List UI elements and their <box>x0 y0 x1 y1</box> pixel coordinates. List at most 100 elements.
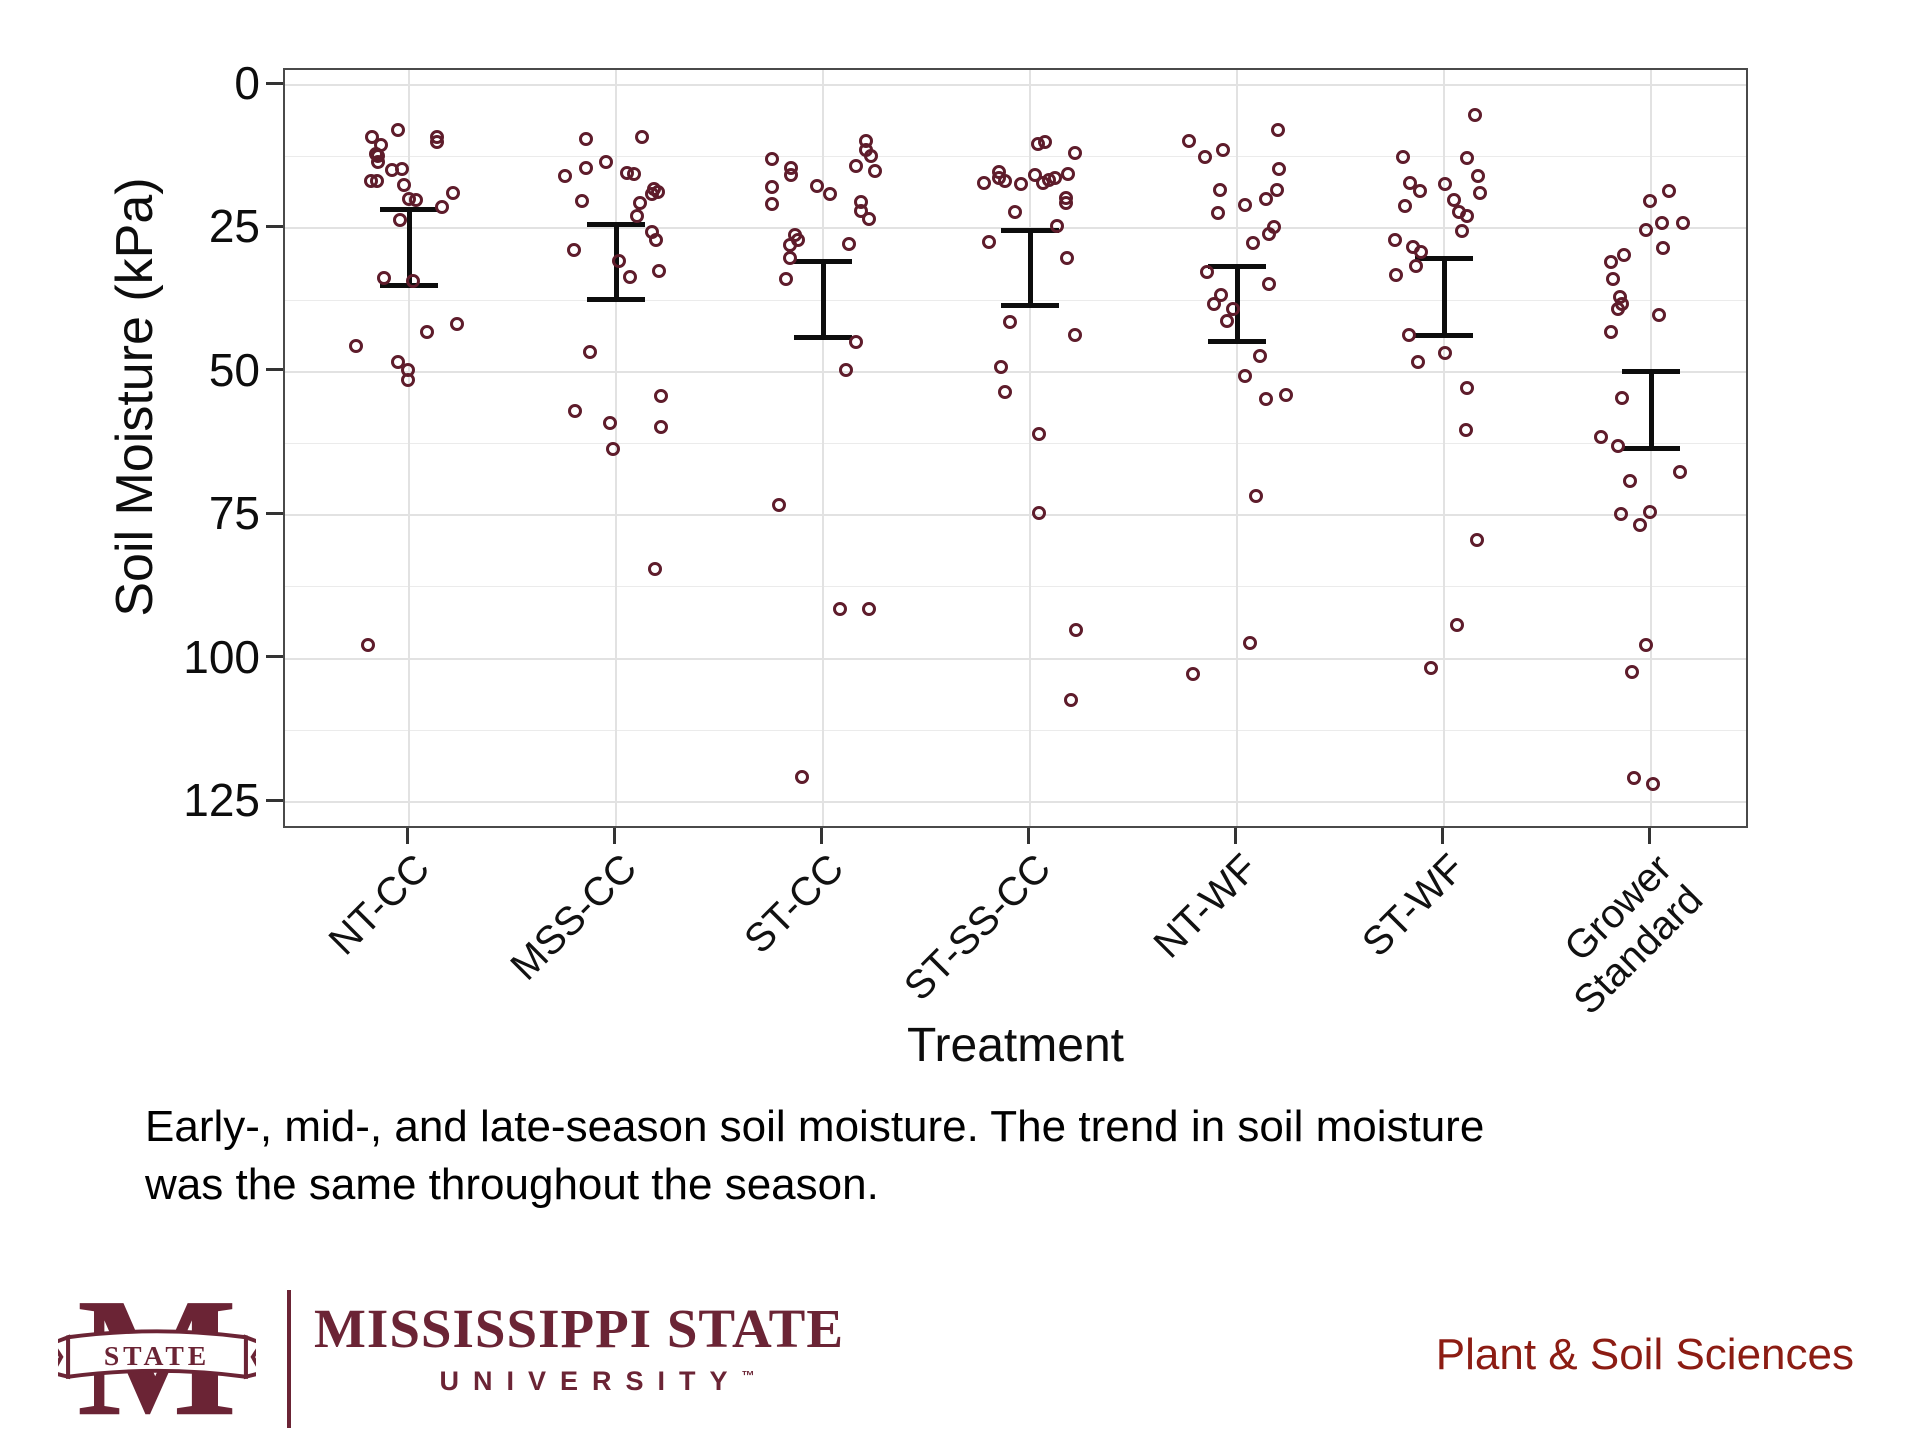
data-point <box>810 178 824 193</box>
data-point <box>1402 327 1416 342</box>
y-tick <box>266 368 283 372</box>
data-point <box>635 129 649 144</box>
data-point <box>1473 185 1487 200</box>
data-point <box>1413 183 1427 198</box>
msu-wordmark: MISSISSIPPI STATE <box>314 1298 845 1359</box>
data-point <box>1003 315 1017 330</box>
data-point <box>1214 287 1228 302</box>
data-point <box>1409 258 1423 273</box>
data-point <box>833 602 847 617</box>
data-point <box>371 154 385 169</box>
logo-divider <box>287 1290 291 1428</box>
x-tick <box>1647 828 1651 844</box>
data-point <box>1652 308 1666 322</box>
data-point <box>1389 268 1403 283</box>
msu-university-text: UNIVERSITY™ <box>314 1366 880 1397</box>
data-point <box>606 442 620 457</box>
gridline-minor <box>285 443 1746 444</box>
column-gridline <box>1029 70 1031 826</box>
data-point <box>1450 617 1464 632</box>
y-tick-label-125: 125 <box>183 774 260 826</box>
data-point <box>1028 168 1042 183</box>
data-point <box>864 149 878 164</box>
error-bar-cap-top <box>587 222 645 228</box>
error-bar-cap-top <box>380 206 438 212</box>
data-point <box>1068 146 1082 161</box>
y-tick-label-100: 100 <box>183 630 260 683</box>
data-point <box>1253 348 1267 363</box>
data-point <box>1182 133 1196 148</box>
data-point <box>420 324 434 339</box>
data-point <box>1460 380 1474 395</box>
data-point <box>1398 199 1412 214</box>
x-tick <box>1026 828 1030 844</box>
y-tick-label-50: 50 <box>208 343 260 396</box>
data-point <box>1200 264 1214 279</box>
column-gridline <box>822 70 824 826</box>
gridline-major <box>285 84 1746 86</box>
plot-panel <box>283 68 1748 828</box>
data-point <box>1438 176 1452 191</box>
error-bar-cap-bottom <box>1622 446 1680 452</box>
data-point <box>1262 277 1276 292</box>
data-point <box>1272 162 1286 177</box>
department-name: Plant & Soil Sciences <box>1435 1330 1854 1379</box>
data-point <box>649 232 663 247</box>
y-tick <box>266 511 283 515</box>
data-point <box>1198 149 1212 164</box>
trademark-symbol: ™ <box>741 1368 755 1383</box>
data-point <box>765 196 779 211</box>
data-point <box>1471 168 1485 183</box>
data-point <box>1655 216 1669 231</box>
data-point <box>1623 473 1637 488</box>
data-point <box>1606 272 1620 287</box>
data-point <box>1388 232 1402 247</box>
data-point <box>783 251 797 266</box>
y-tick <box>266 798 283 802</box>
data-point <box>982 235 996 250</box>
msu-m-logo: M STATE <box>58 1278 256 1436</box>
x-tick <box>405 828 409 844</box>
y-tick <box>266 655 283 659</box>
data-point <box>1060 251 1074 266</box>
data-point <box>1238 368 1252 383</box>
data-point <box>1460 151 1474 166</box>
data-point <box>1050 219 1064 234</box>
data-point <box>779 271 793 286</box>
column-gridline <box>1443 70 1445 826</box>
error-bar-line <box>1027 230 1033 306</box>
data-point <box>391 355 405 370</box>
data-point <box>1604 255 1618 270</box>
data-point <box>1249 489 1263 504</box>
data-point <box>1470 532 1484 547</box>
data-point <box>393 213 407 228</box>
data-point <box>868 164 882 179</box>
data-point <box>1656 240 1670 255</box>
data-point <box>361 638 375 653</box>
data-point <box>365 129 379 144</box>
data-point <box>1061 166 1075 181</box>
data-point <box>1238 197 1252 212</box>
error-bar-cap-bottom <box>1001 302 1059 308</box>
data-point <box>849 334 863 349</box>
y-tick-label-75: 75 <box>208 487 260 540</box>
data-point <box>385 162 399 177</box>
data-point <box>1643 504 1657 519</box>
x-axis-title: Treatment <box>907 1019 1124 1072</box>
data-point <box>1059 195 1073 210</box>
data-point <box>406 273 420 288</box>
data-point <box>627 167 641 182</box>
data-point <box>1633 517 1647 532</box>
data-point <box>823 186 837 201</box>
data-point <box>409 192 423 207</box>
data-point <box>1615 391 1629 406</box>
data-point <box>1627 771 1641 786</box>
data-point <box>1207 296 1221 311</box>
data-point <box>765 151 779 166</box>
data-point <box>435 199 449 214</box>
data-point <box>1270 182 1284 197</box>
gridline-minor <box>285 299 1746 301</box>
gridline-major <box>285 801 1746 803</box>
data-point <box>1279 388 1293 403</box>
